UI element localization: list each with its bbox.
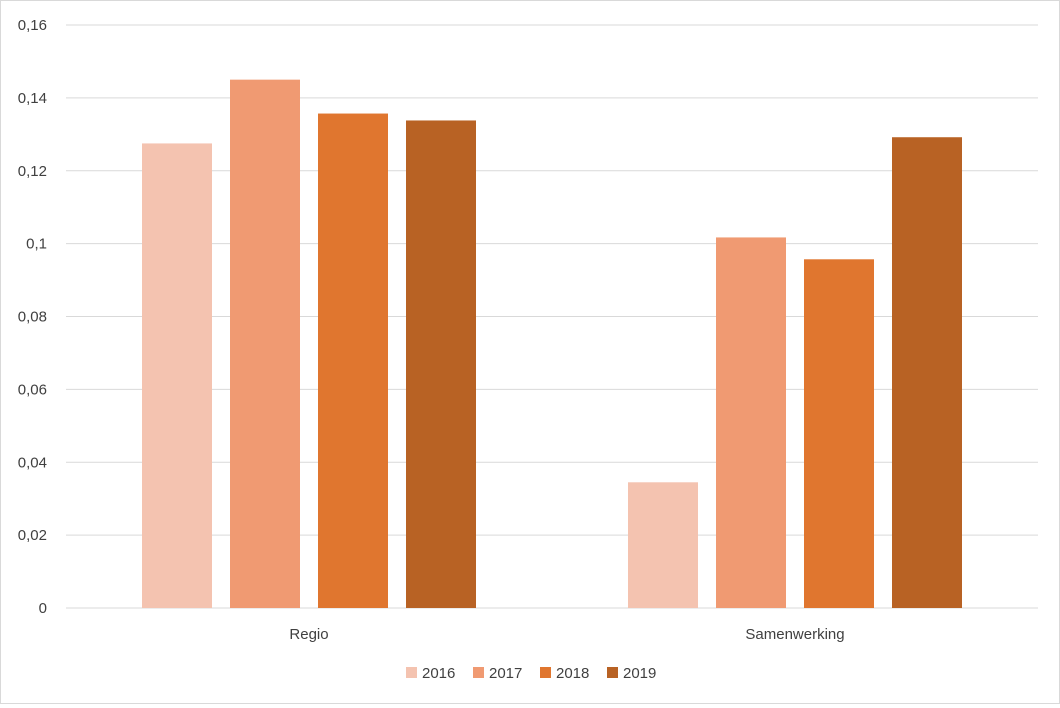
legend-item-2016: 2016 [406,665,455,682]
legend: 2016 2017 2018 2019 [406,665,656,682]
y-tick-label: 0,16 [18,17,47,34]
bar-2017-samenwerking [716,237,786,609]
legend-swatch [406,667,417,678]
y-axis-ticks: 0 0,02 0,04 0,06 0,08 0,1 0,12 0,14 0,16 [18,17,47,617]
legend-swatch [607,667,618,678]
legend-label: 2018 [556,665,589,682]
y-tick-label: 0,06 [18,381,47,398]
y-tick-label: 0,04 [18,454,47,471]
x-category-label: Samenwerking [745,626,844,643]
bar-2017-regio [230,79,300,608]
legend-item-2018: 2018 [540,665,589,682]
y-tick-label: 0,14 [18,90,47,107]
legend-item-2017: 2017 [473,665,522,682]
bar-2019-samenwerking [892,137,962,609]
legend-swatch [473,667,484,678]
legend-item-2019: 2019 [607,665,656,682]
bar-2016-samenwerking [628,482,698,608]
bar-2018-regio [318,113,388,608]
legend-label: 2016 [422,665,455,682]
bar-2016-regio [142,143,212,608]
legend-label: 2019 [623,665,656,682]
bars [142,79,962,609]
x-axis-labels: Regio Samenwerking [289,626,844,643]
y-tick-label: 0,1 [26,236,47,253]
y-tick-label: 0,02 [18,527,47,544]
y-tick-label: 0,08 [18,309,47,326]
x-category-label: Regio [289,626,328,643]
legend-label: 2017 [489,665,522,682]
y-tick-label: 0,12 [18,163,47,180]
gridlines [66,24,1038,609]
legend-swatch [540,667,551,678]
bar-2019-regio [406,120,476,608]
bar-2018-samenwerking [804,259,874,608]
y-tick-label: 0 [39,600,47,617]
